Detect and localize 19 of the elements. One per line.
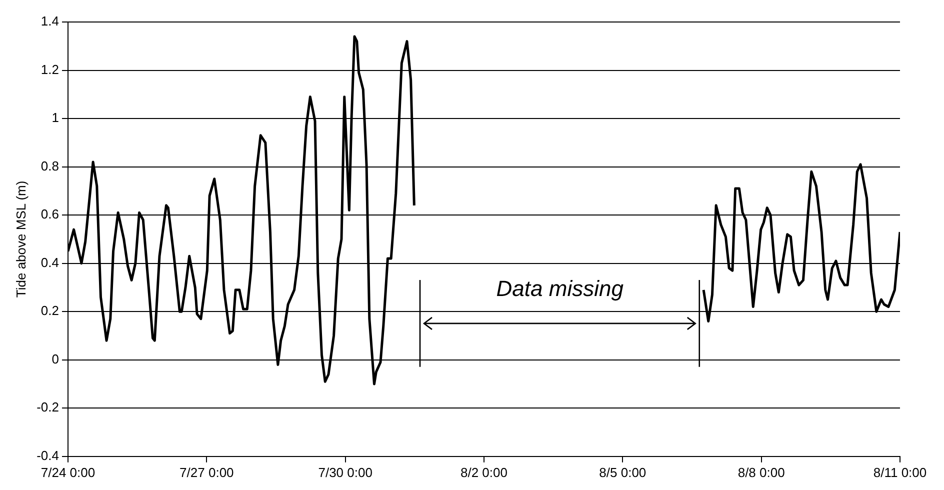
x-tick-label: 8/8 0:00 — [738, 464, 785, 480]
x-tick-label: 7/27 0:00 — [180, 464, 234, 480]
y-tick-label: -0.2 — [36, 400, 59, 415]
annotation: Data missing — [496, 276, 624, 301]
x-tick-label: 8/5 0:00 — [599, 464, 646, 480]
y-tick-label: 0.4 — [40, 254, 59, 270]
x-tick-label: 8/2 0:00 — [460, 464, 508, 480]
y-tick-label: 0 — [52, 351, 59, 366]
y-tick-label: 1.4 — [40, 14, 59, 29]
y-tick-label: -0.4 — [36, 448, 59, 463]
y-tick-label: 1 — [52, 110, 59, 126]
x-tick-label: 7/30 0:00 — [318, 464, 372, 480]
y-tick-label: 1.2 — [40, 62, 59, 77]
y-tick-label: 0.6 — [40, 206, 59, 222]
y-tick-label: 0.8 — [40, 158, 59, 174]
x-tick-label: 8/11 0:00 — [873, 464, 927, 480]
y-tick-label: 0.2 — [40, 303, 59, 318]
x-tick-label: 7/24 0:00 — [40, 464, 96, 480]
y-axis-title: Tide above MSL (m) — [13, 180, 28, 298]
